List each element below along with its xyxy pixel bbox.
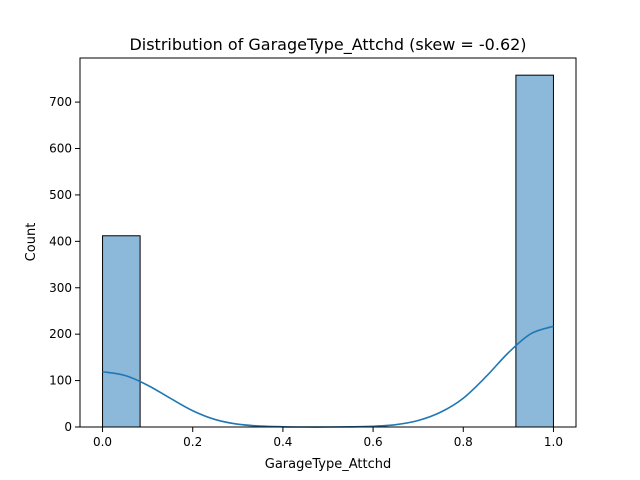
x-tick-label-0: 0.0 [93,435,112,449]
y-tick-label-4: 400 [49,234,72,248]
y-tick-label-2: 200 [49,327,72,341]
y-tick-label-5: 500 [49,188,72,202]
y-tick-label-3: 300 [49,281,72,295]
y-tick-label-1: 100 [49,374,72,388]
x-tick-label-5: 1.0 [544,435,563,449]
histogram-bars [102,74,554,428]
histogram-bar-2 [515,74,554,428]
y-tick-label-7: 700 [49,95,72,109]
axes-frame [79,57,577,428]
x-tick-label-4: 0.8 [454,435,473,449]
x-tick-label-2: 0.4 [273,435,292,449]
x-axis-ticks: 0.0 0.2 0.4 0.6 0.8 1.0 [93,427,563,449]
y-tick-label-0: 0 [64,420,72,434]
x-axis-label: GarageType_Attchd [265,457,391,472]
y-axis-label: Count [24,223,39,262]
x-tick-label-1: 0.2 [183,435,202,449]
x-tick-label-3: 0.6 [364,435,383,449]
y-tick-label-6: 600 [49,142,72,156]
y-axis-ticks: 0 100 200 300 400 500 600 700 [49,95,80,434]
histogram-bar-1 [102,235,141,428]
chart-title: Distribution of GarageType_Attchd (skew … [129,35,526,55]
